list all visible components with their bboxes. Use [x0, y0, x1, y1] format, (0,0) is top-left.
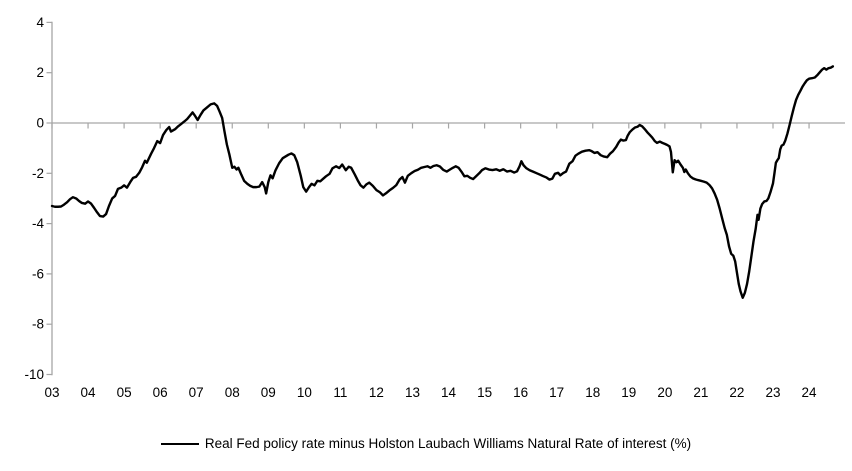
x-axis-label: 06 [153, 385, 168, 400]
y-axis-label: 4 [36, 15, 44, 30]
x-axis-label: 20 [657, 385, 672, 400]
x-axis-label: 15 [477, 385, 492, 400]
x-axis-label: 12 [369, 385, 384, 400]
x-axis-label: 22 [729, 385, 744, 400]
legend-line-sample [160, 443, 199, 445]
y-axis-label: 2 [36, 65, 44, 80]
x-axis-label: 19 [621, 385, 636, 400]
x-axis-label: 24 [802, 385, 818, 400]
legend-label: Real Fed policy rate minus Holston Lauba… [204, 436, 692, 451]
x-axis-label: 14 [441, 385, 457, 400]
x-axis-label: 13 [405, 385, 420, 400]
chart-legend: Real Fed policy rate minus Holston Lauba… [0, 415, 852, 452]
x-axis-label: 03 [44, 385, 59, 400]
x-axis-label: 16 [513, 385, 528, 400]
y-axis-label: -6 [32, 266, 44, 281]
data-series-line [50, 65, 835, 299]
x-axis-label: 04 [81, 385, 97, 400]
x-axis-label: 09 [261, 385, 276, 400]
x-axis-label: 23 [765, 385, 780, 400]
y-axis-label: -10 [24, 367, 44, 382]
x-axis-label: 08 [225, 385, 240, 400]
y-axis-label: -8 [32, 317, 44, 332]
x-axis-label: 07 [189, 385, 204, 400]
x-axis-label: 10 [297, 385, 312, 400]
x-axis-label: 05 [117, 385, 132, 400]
x-axis-label: 21 [693, 385, 708, 400]
chart-canvas: 03 04 05 06 07 08 09 10 11 12 13 14 15 16 17 18 19 20 21 22… [24, 15, 845, 400]
y-axis-label: -2 [32, 166, 44, 181]
x-axis-label: 18 [585, 385, 600, 400]
y-axis-label: -4 [32, 216, 44, 231]
x-axis-label: 11 [333, 385, 347, 400]
y-axis-label: 0 [36, 116, 44, 131]
x-axis-label: 17 [549, 385, 564, 400]
